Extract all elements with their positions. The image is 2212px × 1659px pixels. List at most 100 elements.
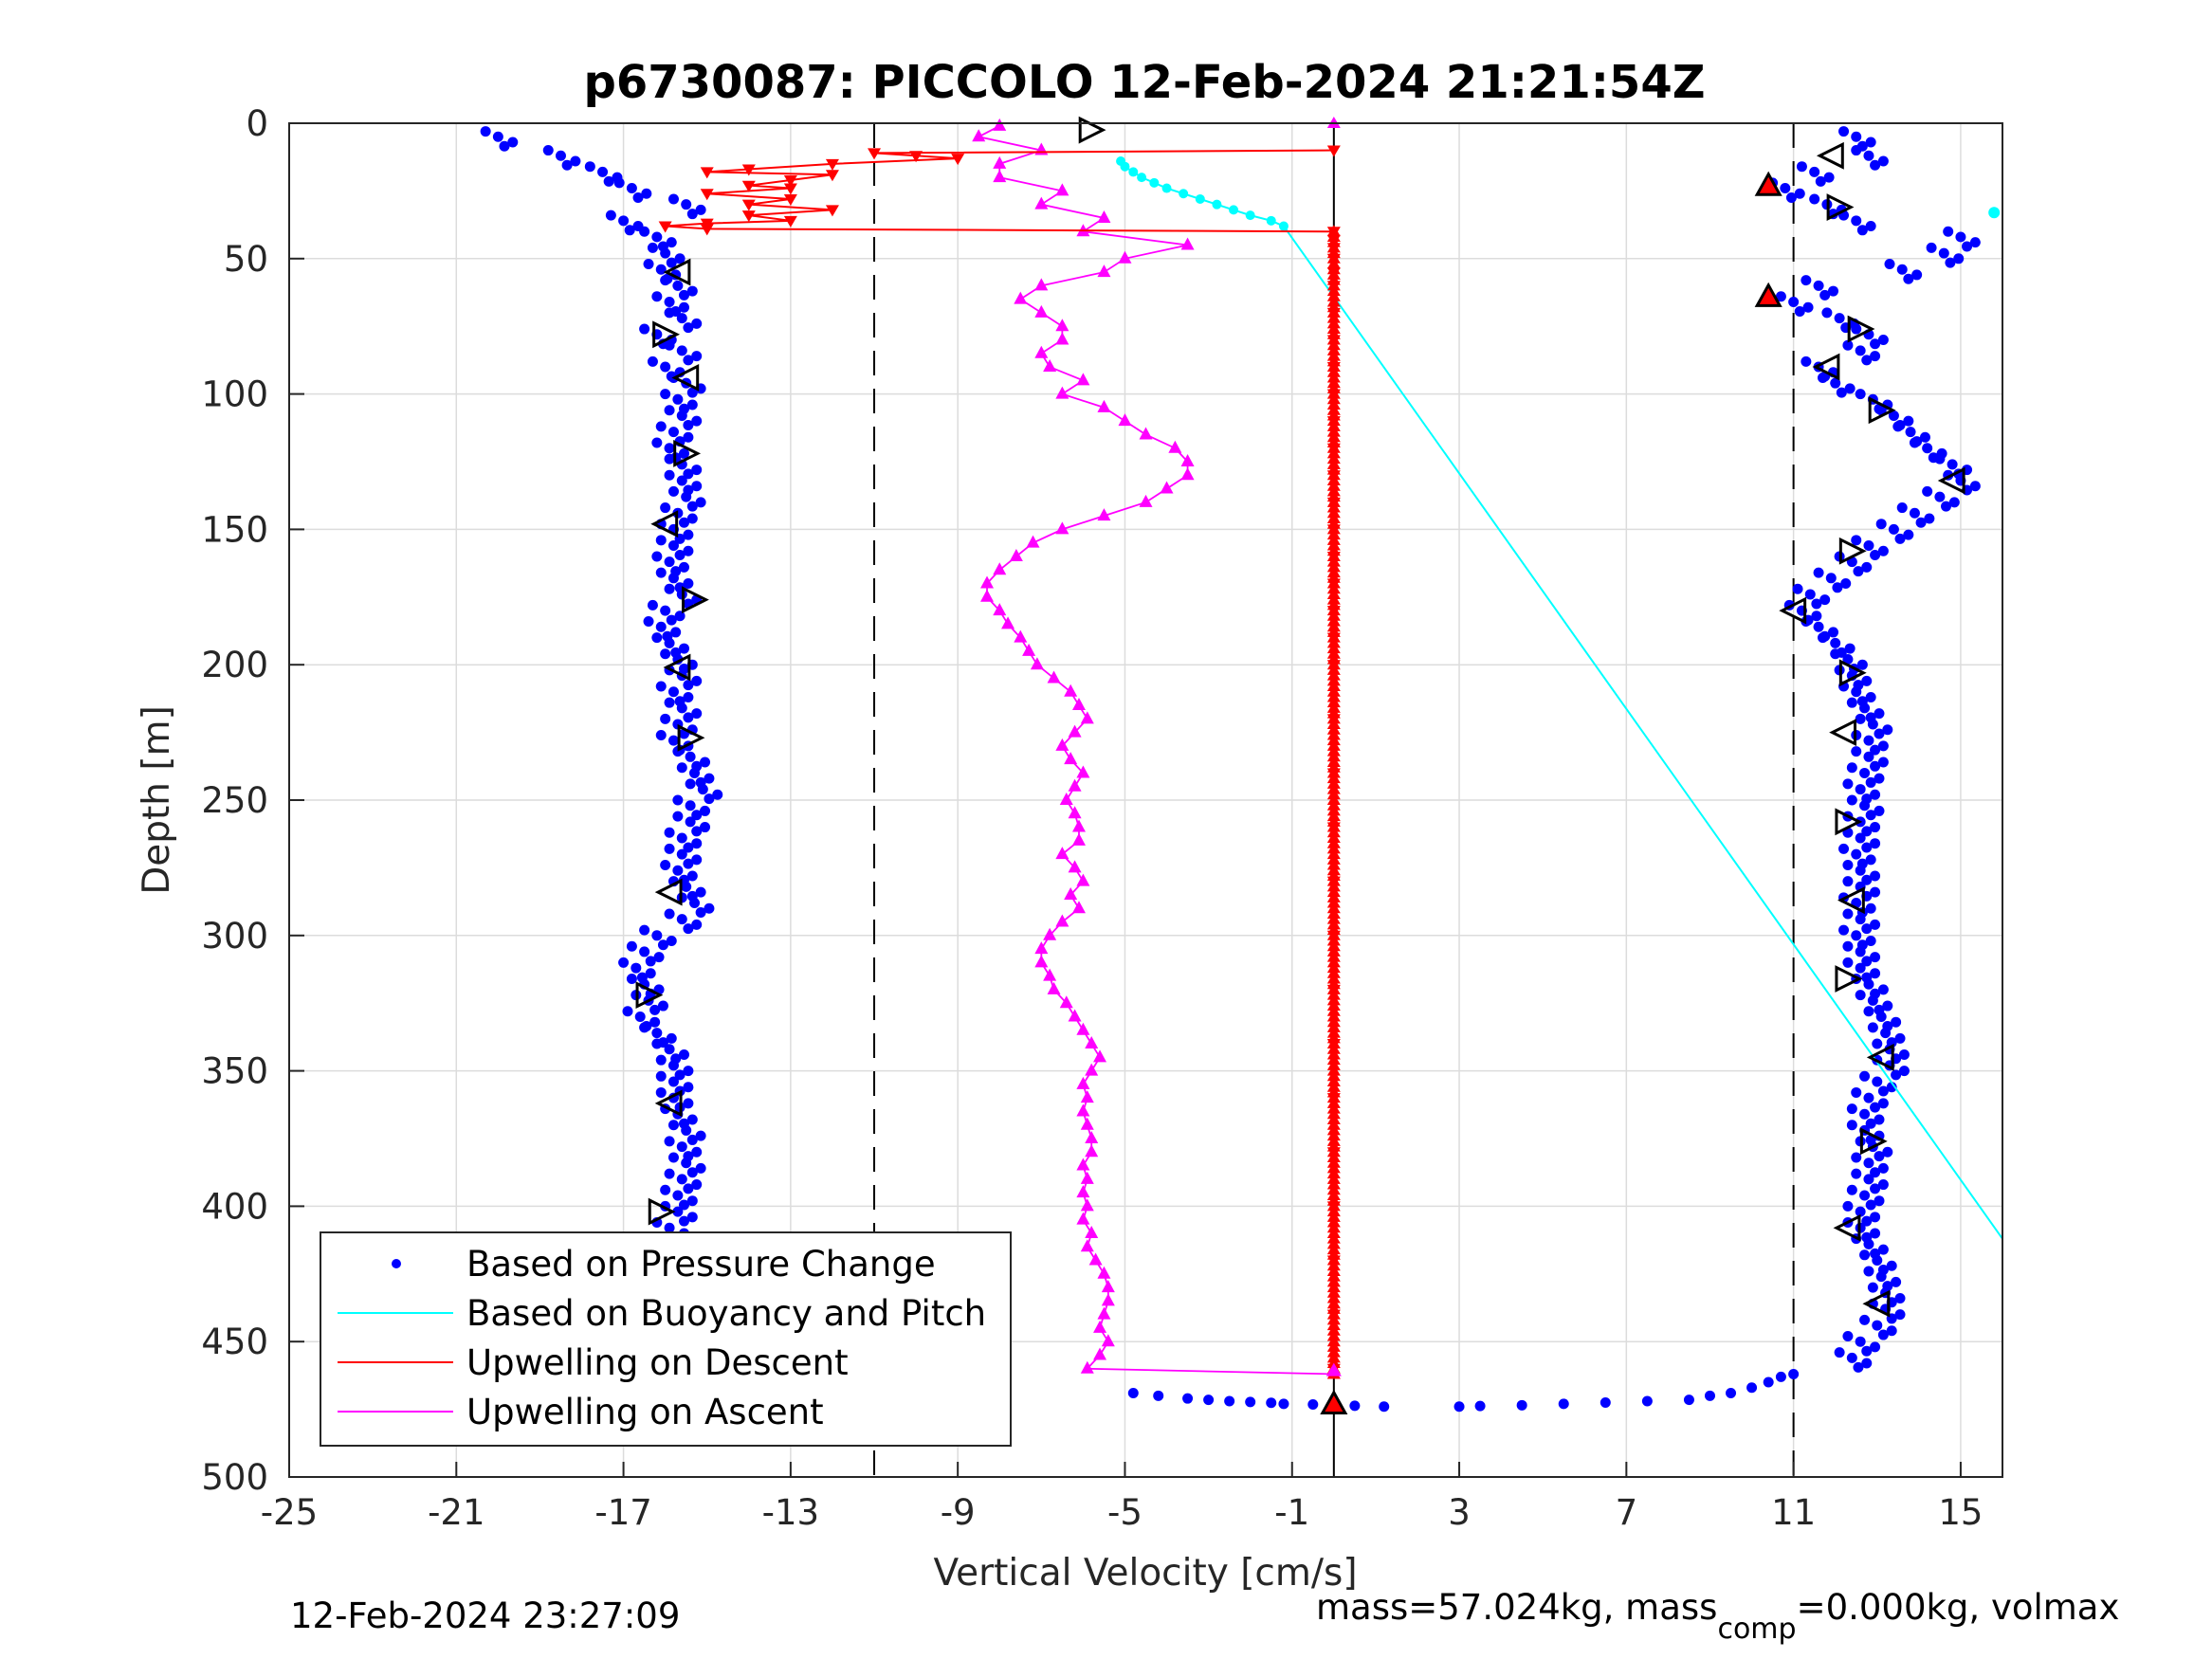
pressure-point bbox=[1865, 1199, 1876, 1211]
pressure-point bbox=[666, 257, 677, 268]
pressure-point bbox=[1919, 431, 1930, 443]
descent-direction-marker bbox=[673, 440, 702, 467]
pressure-point bbox=[681, 199, 692, 210]
pressure-point bbox=[1838, 924, 1850, 936]
pressure-point bbox=[1859, 1070, 1871, 1082]
x-tick-label: -21 bbox=[428, 1492, 484, 1533]
upwelling-ascent-marker bbox=[1064, 752, 1078, 765]
x-axis-ticks: -25 -21 -17 -13 -9 -5 -1 3 7 11 15 bbox=[261, 1462, 1983, 1533]
descent-direction-marker bbox=[650, 510, 679, 538]
y-tick-label: 50 bbox=[224, 239, 268, 280]
pressure-point bbox=[1870, 968, 1881, 979]
pressure-point bbox=[1819, 594, 1831, 606]
pressure-point bbox=[1953, 253, 1965, 264]
upwelling-ascent-marker bbox=[993, 170, 1007, 183]
pressure-point bbox=[655, 621, 667, 632]
pressure-point bbox=[683, 468, 694, 480]
pressure-point bbox=[1874, 728, 1885, 739]
upwelling-ascent-marker bbox=[1034, 955, 1049, 968]
pressure-point bbox=[1874, 1151, 1885, 1162]
pressure-point bbox=[1851, 323, 1862, 335]
pressure-point bbox=[689, 767, 701, 778]
x-tick-label: 11 bbox=[1771, 1492, 1816, 1533]
pressure-point bbox=[1828, 285, 1839, 297]
pressure-point bbox=[1875, 1011, 1887, 1022]
upwelling-ascent-marker bbox=[1080, 1171, 1094, 1184]
pressure-point bbox=[655, 1070, 667, 1082]
upwelling-ascent-marker bbox=[1043, 359, 1057, 373]
pressure-point bbox=[686, 285, 698, 297]
pressure-point bbox=[1911, 269, 1923, 281]
pressure-point bbox=[1842, 940, 1854, 952]
pressure-point bbox=[651, 1038, 663, 1049]
pressure-point bbox=[1898, 1066, 1910, 1077]
upwelling-ascent-marker bbox=[1055, 319, 1069, 332]
pressure-point bbox=[1842, 1330, 1854, 1341]
pressure-point bbox=[672, 280, 684, 291]
pressure-point bbox=[686, 870, 698, 882]
pressure-point bbox=[686, 1167, 698, 1178]
pressure-point bbox=[651, 231, 663, 243]
pressure-point bbox=[1874, 805, 1885, 816]
pressure-point bbox=[691, 1179, 703, 1191]
pressure-point bbox=[1815, 175, 1826, 187]
pressure-point bbox=[672, 393, 684, 405]
upwelling-descent-marker bbox=[909, 151, 923, 163]
pressure-point bbox=[618, 215, 630, 227]
upwelling-ascent-marker bbox=[1076, 1212, 1090, 1225]
pressure-point bbox=[1863, 1158, 1874, 1169]
buoyancy-point bbox=[1278, 221, 1289, 231]
upwelling-ascent-marker bbox=[1071, 698, 1086, 711]
pressure-point bbox=[674, 253, 686, 264]
upwelling-ascent-marker bbox=[993, 603, 1007, 616]
upwelling-ascent-marker bbox=[1085, 1131, 1099, 1143]
pressure-point bbox=[1851, 535, 1862, 546]
x-tick-label: -25 bbox=[261, 1492, 318, 1533]
pressure-point bbox=[1846, 1103, 1857, 1115]
pressure-point bbox=[1819, 289, 1831, 301]
pressure-point bbox=[1683, 1395, 1694, 1406]
pressure-point bbox=[1855, 990, 1866, 1001]
pressure-point bbox=[683, 842, 694, 853]
pressure-point bbox=[1792, 583, 1803, 594]
descent-direction-marker bbox=[671, 364, 700, 392]
pressure-point bbox=[683, 545, 694, 556]
pressure-point bbox=[1278, 1398, 1289, 1410]
pressure-point bbox=[1870, 1167, 1881, 1178]
pressure-point bbox=[672, 1190, 684, 1201]
pressure-point bbox=[1870, 886, 1881, 898]
legend-label-upwelling-ascent: Upwelling on Ascent bbox=[466, 1392, 824, 1432]
pressure-point bbox=[626, 973, 637, 984]
pressure-point bbox=[1894, 1032, 1906, 1044]
upwelling-ascent-marker bbox=[1034, 278, 1049, 291]
pressure-point bbox=[1861, 1345, 1873, 1357]
pressure-point bbox=[667, 1076, 679, 1087]
pressure-point bbox=[634, 1011, 646, 1022]
upwelling-ascent-marker bbox=[1139, 427, 1153, 440]
upwelling-ascent-marker bbox=[1068, 778, 1082, 792]
pressure-point bbox=[1875, 1271, 1887, 1283]
buoyancy-point bbox=[1195, 193, 1205, 204]
pressure-point bbox=[1863, 150, 1874, 161]
pressure-point bbox=[1859, 702, 1871, 714]
pressure-point bbox=[1891, 1276, 1902, 1287]
pressure-point bbox=[1870, 1183, 1881, 1194]
pressure-point bbox=[1870, 789, 1881, 800]
pressure-point bbox=[686, 1134, 698, 1145]
pressure-point bbox=[1842, 876, 1854, 887]
pressure-point bbox=[1788, 1368, 1800, 1379]
pressure-point bbox=[1865, 137, 1876, 148]
pressure-point bbox=[676, 475, 687, 486]
pressure-point bbox=[1863, 735, 1874, 746]
pressure-point bbox=[678, 643, 689, 654]
legend-entry-pressure: Based on Pressure Change bbox=[392, 1244, 936, 1285]
ascent-direction-marker bbox=[1826, 193, 1855, 221]
pressure-point bbox=[651, 930, 663, 941]
buoyancy-point bbox=[1161, 183, 1172, 193]
pressure-point bbox=[660, 713, 671, 724]
pressure-point bbox=[664, 307, 675, 319]
pressure-point bbox=[683, 691, 694, 702]
pressure-point bbox=[1855, 784, 1866, 795]
upwelling-ascent-marker bbox=[1085, 1144, 1099, 1158]
upwelling-ascent-marker bbox=[1068, 860, 1082, 873]
